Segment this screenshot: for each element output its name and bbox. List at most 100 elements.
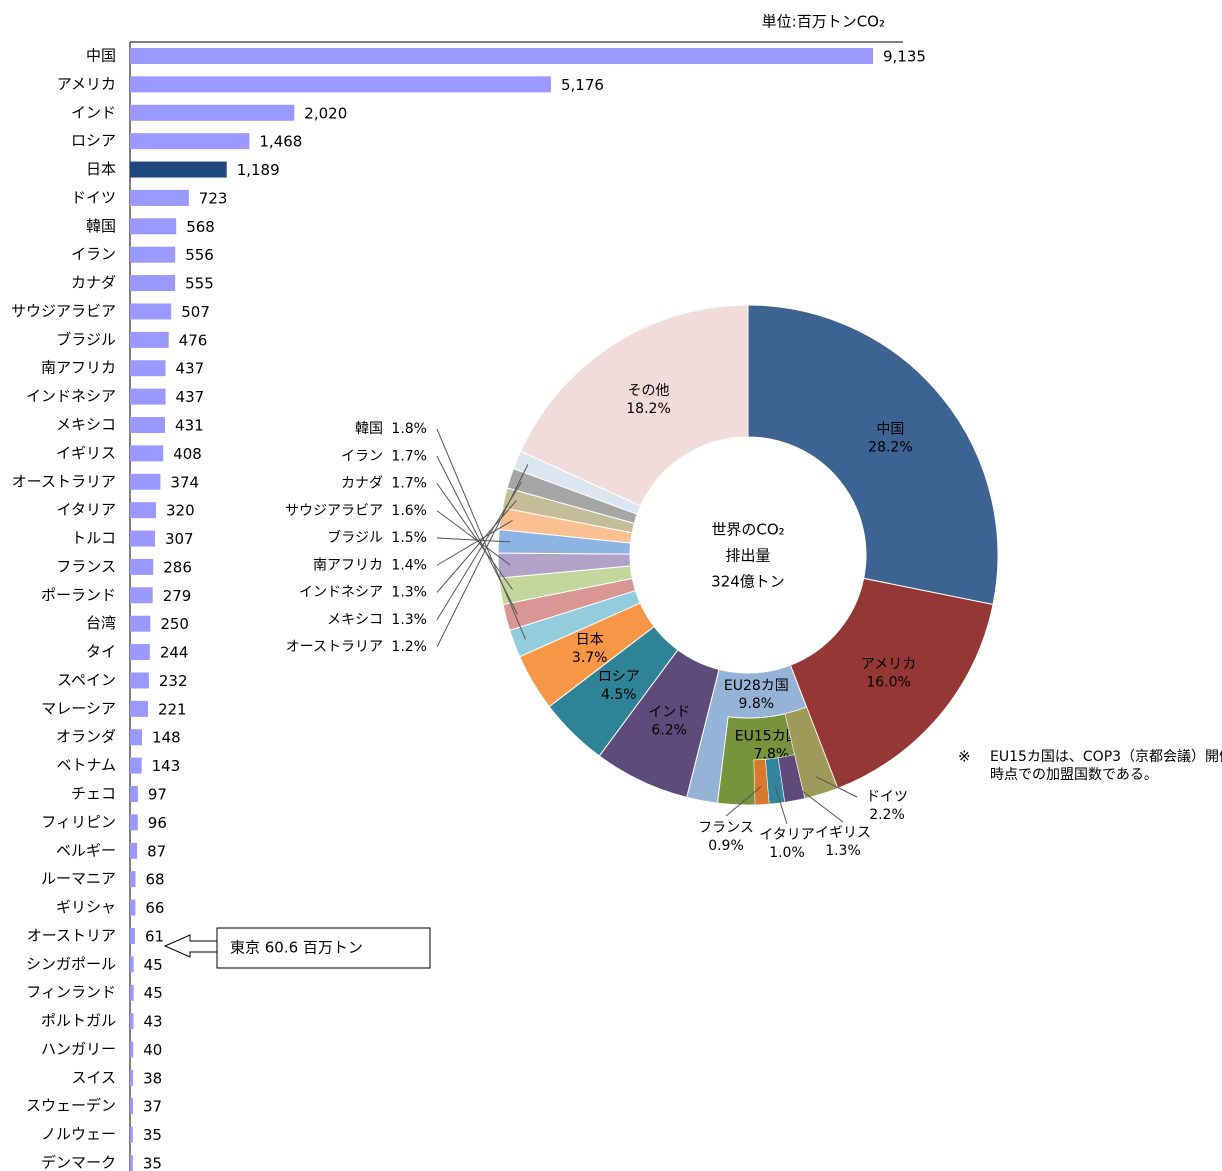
bar <box>130 161 227 178</box>
note-mark: ※ <box>958 748 971 766</box>
slice-label: メキシコ <box>327 612 383 628</box>
value-label: 35 <box>143 1126 162 1144</box>
bar <box>130 786 138 802</box>
annotation-arrow <box>163 934 218 958</box>
value-label: 97 <box>148 786 167 804</box>
y-tick-label: ドイツ <box>71 188 116 206</box>
slice <box>747 304 999 606</box>
slice-value: 9.8% <box>739 696 775 712</box>
value-label: 307 <box>165 530 194 548</box>
y-tick-label: ノルウェー <box>41 1125 116 1143</box>
slice-value: 3.7% <box>572 650 608 666</box>
value-label: 232 <box>159 672 188 690</box>
y-tick-label: ベトナム <box>56 756 116 774</box>
slice-label: イギリス <box>815 825 871 841</box>
y-tick-label: スウェーデン <box>26 1097 116 1115</box>
value-label: 250 <box>160 615 189 633</box>
bar <box>130 48 873 64</box>
center-label: 324億トン <box>711 573 785 591</box>
center-label: 排出量 <box>725 547 770 565</box>
leader-line <box>436 519 513 566</box>
y-tick-label: インド <box>71 103 116 121</box>
bar <box>130 1069 134 1086</box>
nested-label-text: EU15カ国 <box>735 729 800 745</box>
value-label: 35 <box>143 1155 162 1171</box>
y-tick-label: メキシコ <box>56 416 116 434</box>
bar <box>130 133 250 150</box>
bar <box>130 558 154 575</box>
bar <box>130 1098 134 1115</box>
y-tick-label: フィンランド <box>26 983 116 1001</box>
bar <box>130 76 551 93</box>
slice-value: 1.0% <box>769 845 805 861</box>
leader-line <box>791 782 844 823</box>
slice-value: 1.3% <box>391 585 427 601</box>
y-tick-label: ポーランド <box>41 586 116 604</box>
leader-line <box>774 785 788 825</box>
value-label: 476 <box>179 331 208 349</box>
leader-line <box>436 456 519 615</box>
bar <box>130 1013 134 1030</box>
y-tick-label: マレーシア <box>41 699 116 717</box>
y-tick-label: 日本 <box>86 160 116 178</box>
slice-label: EU28カ国 <box>724 678 789 694</box>
value-label: 66 <box>145 899 164 917</box>
slice-label: ドイツ <box>866 789 908 805</box>
leader-line <box>436 464 529 648</box>
y-tick-label: スペイン <box>57 671 116 689</box>
slice <box>753 758 770 806</box>
slice-label: アメリカ <box>861 657 916 673</box>
y-tick-label: スイス <box>71 1068 116 1086</box>
value-label: 568 <box>186 218 215 236</box>
bar <box>130 587 153 604</box>
value-label: 43 <box>143 1013 162 1031</box>
bar <box>130 672 149 689</box>
slice-value: 1.8% <box>391 421 427 437</box>
leader-line <box>436 537 511 543</box>
value-label: 431 <box>175 417 204 435</box>
value-label: 279 <box>163 587 192 605</box>
y-tick-label: オランダ <box>56 728 116 746</box>
slice-label: 韓国 <box>355 421 383 437</box>
y-tick-label: 中国 <box>86 47 116 65</box>
y-tick-label: ブラジル <box>56 330 116 348</box>
slice-value: 0.9% <box>708 838 744 854</box>
bar <box>130 729 143 746</box>
y-tick-label: ポルトガル <box>41 1012 116 1030</box>
slice-label: 日本 <box>576 632 604 648</box>
value-label: 87 <box>147 842 166 860</box>
y-tick-label: ロシア <box>71 132 116 150</box>
bar <box>130 275 176 292</box>
bar <box>130 757 142 774</box>
value-label: 374 <box>170 473 199 491</box>
bar <box>130 644 150 661</box>
slice-value: 18.2% <box>626 401 670 417</box>
slice-label: ロシア <box>598 669 640 685</box>
y-tick-label: イラン <box>71 245 116 263</box>
y-tick-label: 台湾 <box>86 614 116 632</box>
slice-label: イタリア <box>759 827 814 843</box>
y-tick-label: デンマーク <box>41 1154 116 1171</box>
slice-value: 1.2% <box>391 639 427 655</box>
bar <box>130 502 157 519</box>
bar <box>130 871 136 888</box>
slice-label: 南アフリカ <box>313 557 383 573</box>
value-label: 143 <box>152 757 181 775</box>
slice-value: 4.5% <box>601 687 637 703</box>
bar <box>130 927 135 944</box>
y-tick-label: ルーマニア <box>41 870 116 888</box>
value-label: 2,020 <box>304 104 347 122</box>
bar <box>130 417 166 433</box>
value-label: 9,135 <box>883 48 926 66</box>
leader-line <box>725 786 762 817</box>
value-label: 1,189 <box>237 161 280 179</box>
value-label: 437 <box>176 388 205 406</box>
y-tick-label: オーストラリア <box>12 472 116 490</box>
leader-line <box>815 776 858 798</box>
bar <box>130 331 169 348</box>
value-label: 244 <box>160 644 189 662</box>
bar <box>130 956 134 973</box>
y-tick-label: 南アフリカ <box>41 359 116 377</box>
value-label: 221 <box>158 700 187 718</box>
slice-label: フランス <box>698 820 754 836</box>
